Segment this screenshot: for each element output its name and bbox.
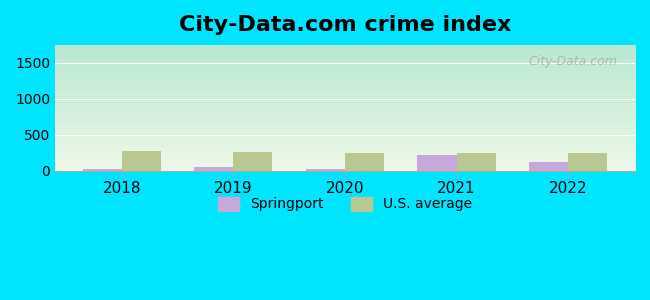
Bar: [345, 153, 384, 171]
Bar: [306, 169, 345, 171]
Bar: [83, 169, 122, 171]
Bar: [456, 153, 495, 171]
Bar: [233, 152, 272, 171]
Title: City-Data.com crime index: City-Data.com crime index: [179, 15, 511, 35]
Bar: [194, 167, 233, 171]
Bar: [122, 152, 161, 171]
Bar: [568, 153, 607, 171]
Text: City-Data.com: City-Data.com: [528, 55, 618, 68]
Bar: [529, 162, 568, 171]
Legend: Springport, U.S. average: Springport, U.S. average: [213, 191, 478, 217]
Bar: [417, 155, 456, 171]
